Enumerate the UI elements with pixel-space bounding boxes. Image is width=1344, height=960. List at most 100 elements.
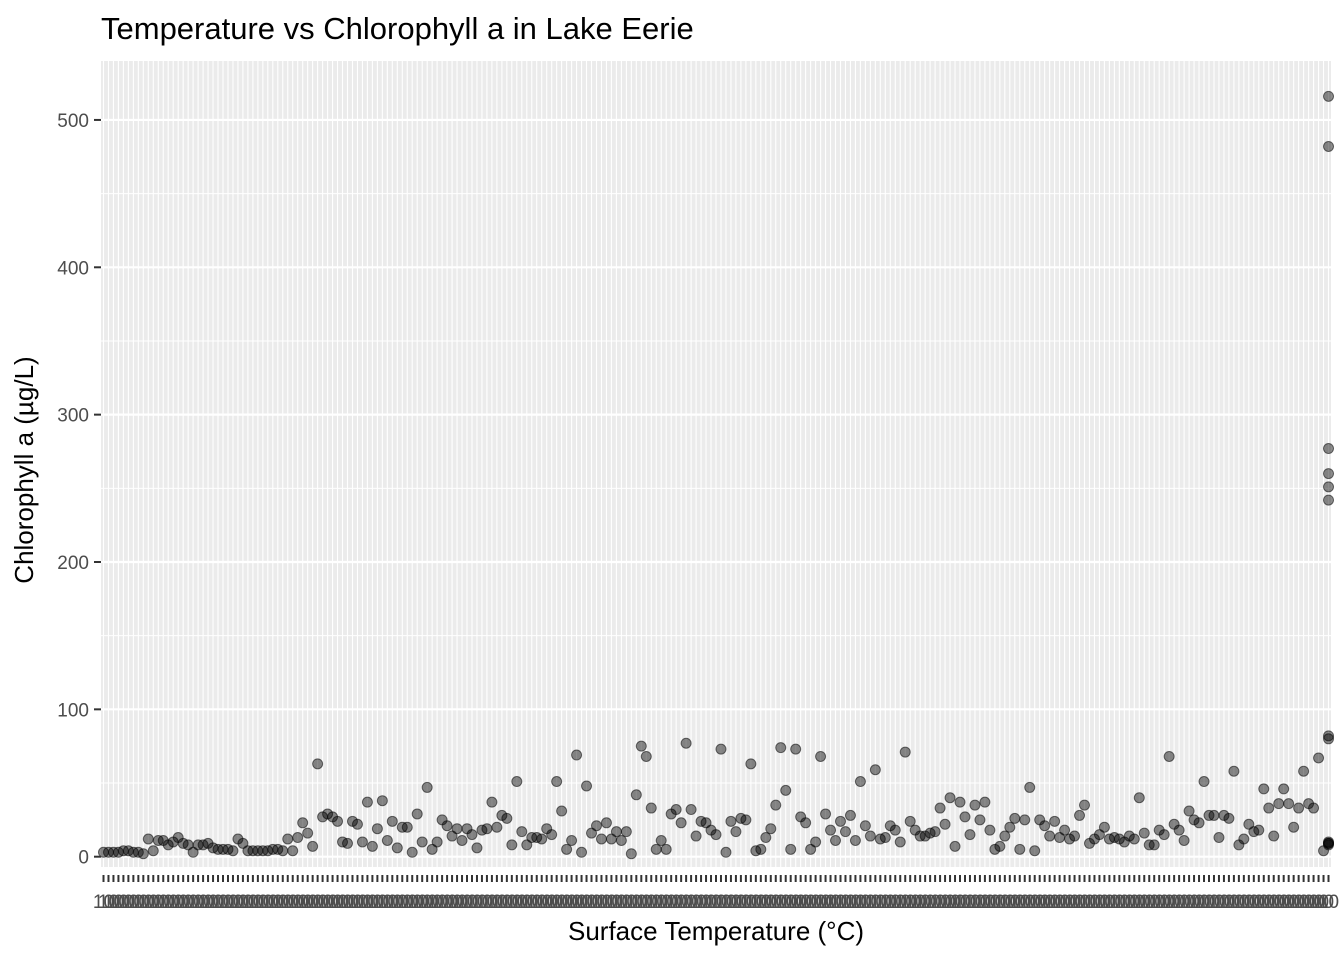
x-tick-label: 10 <box>332 892 353 913</box>
x-tick-label: 10 <box>113 892 134 913</box>
x-tick-label: 10 <box>1243 892 1264 913</box>
x-tick-label: 10 <box>93 892 114 913</box>
x-tick-label: 10 <box>949 892 970 913</box>
x-tick-label: 10 <box>442 892 463 913</box>
x-tick-label: 10 <box>173 892 194 913</box>
x-tick-label: 10 <box>1283 892 1304 913</box>
x-tick-label: 10 <box>964 892 985 913</box>
x-tick-label: 10 <box>392 892 413 913</box>
data-point <box>670 804 682 816</box>
x-tick-label: 10 <box>143 892 164 913</box>
x-tick-label: 10 <box>626 892 647 913</box>
data-point <box>1173 824 1185 836</box>
data-point <box>1138 827 1150 839</box>
x-tick-label: 10 <box>1303 892 1324 913</box>
x-tick-label: 10 <box>277 892 298 913</box>
x-tick-label: 10 <box>785 892 806 913</box>
data-point <box>277 845 289 857</box>
data-point <box>287 845 299 857</box>
data-point <box>1213 832 1225 844</box>
data-point <box>949 840 961 852</box>
data-point <box>1238 833 1250 845</box>
x-tick-label: 10 <box>656 892 677 913</box>
y-tick-label: 0 <box>78 848 89 869</box>
x-tick-label: 10 <box>237 892 258 913</box>
x-tick-label: 10 <box>481 892 502 913</box>
x-tick-label: 10 <box>855 892 876 913</box>
x-tick-label: 10 <box>267 892 288 913</box>
x-tick-label: 10 <box>1169 892 1190 913</box>
x-tick-label: 10 <box>372 892 393 913</box>
data-point <box>934 802 946 814</box>
x-tick-label: 10 <box>407 892 428 913</box>
x-tick-label: 10 <box>322 892 343 913</box>
data-point <box>1323 730 1335 742</box>
data-point <box>1128 833 1140 845</box>
x-tick-label: 10 <box>1074 892 1095 913</box>
data-point <box>137 848 149 860</box>
data-point <box>1298 765 1310 777</box>
x-tick-label: 10 <box>715 892 736 913</box>
data-point <box>1049 815 1061 827</box>
data-point <box>1178 834 1190 846</box>
x-tick-label: 10 <box>835 892 856 913</box>
data-point <box>770 799 782 811</box>
x-tick-label: 10 <box>695 892 716 913</box>
x-tick-label: 10 <box>601 892 622 913</box>
x-tick-label: 10 <box>521 892 542 913</box>
x-tick-label: 10 <box>302 892 323 913</box>
x-tick-label: 10 <box>1119 892 1140 913</box>
data-point <box>486 796 498 808</box>
x-tick-label: 10 <box>168 892 189 913</box>
data-point <box>386 815 398 827</box>
data-point <box>1163 750 1175 762</box>
x-tick-label: 10 <box>775 892 796 913</box>
data-point <box>147 845 159 857</box>
x-tick-label: 10 <box>1154 892 1175 913</box>
data-point <box>1069 830 1081 842</box>
y-axis: 0 100 200 300 400 500 <box>57 111 101 869</box>
data-point <box>1263 802 1275 814</box>
x-tick-label: 10 <box>700 892 721 913</box>
data-point <box>451 823 463 835</box>
x-tick-label: 10 <box>516 892 537 913</box>
x-tick-label: 10 <box>631 892 652 913</box>
x-tick-label: 10 <box>979 892 1000 913</box>
x-tick-label: 10 <box>1149 892 1170 913</box>
x-tick-label: 10 <box>1029 892 1050 913</box>
x-tick-label: 10 <box>690 892 711 913</box>
x-tick-label: 10 <box>571 892 592 913</box>
data-point <box>1029 845 1041 857</box>
data-point <box>536 833 548 845</box>
data-point <box>889 824 901 836</box>
data-point <box>994 840 1006 852</box>
x-tick-label: 10 <box>202 892 223 913</box>
x-tick-label: 10 <box>1144 892 1165 913</box>
x-tick-label: 10 <box>984 892 1005 913</box>
data-point <box>600 817 612 829</box>
data-point <box>1258 783 1270 795</box>
x-tick-label: 10 <box>1124 892 1145 913</box>
x-tick-label: 10 <box>1094 892 1115 913</box>
x-tick-label: 10 <box>128 892 149 913</box>
x-tick-label: 10 <box>1019 892 1040 913</box>
x-tick-label: 10 <box>810 892 831 913</box>
x-tick-label: 10 <box>705 892 726 913</box>
data-point <box>944 792 956 804</box>
x-tick-label: 10 <box>1044 892 1065 913</box>
x-tick-label: 10 <box>586 892 607 913</box>
data-point <box>546 829 558 841</box>
x-tick-label: 10 <box>252 892 273 913</box>
x-tick-label: 10 <box>1253 892 1274 913</box>
x-tick-label: 10 <box>994 892 1015 913</box>
x-tick-label: 10 <box>247 892 268 913</box>
x-tick-label: 10 <box>1004 892 1025 913</box>
x-tick-label: 10 <box>1084 892 1105 913</box>
data-points <box>97 90 1335 860</box>
x-tick-label: 10 <box>830 892 851 913</box>
x-tick-label: 10 <box>212 892 233 913</box>
x-tick-label: 10 <box>1258 892 1279 913</box>
x-tick-label: 10 <box>770 892 791 913</box>
data-point <box>1024 781 1036 793</box>
